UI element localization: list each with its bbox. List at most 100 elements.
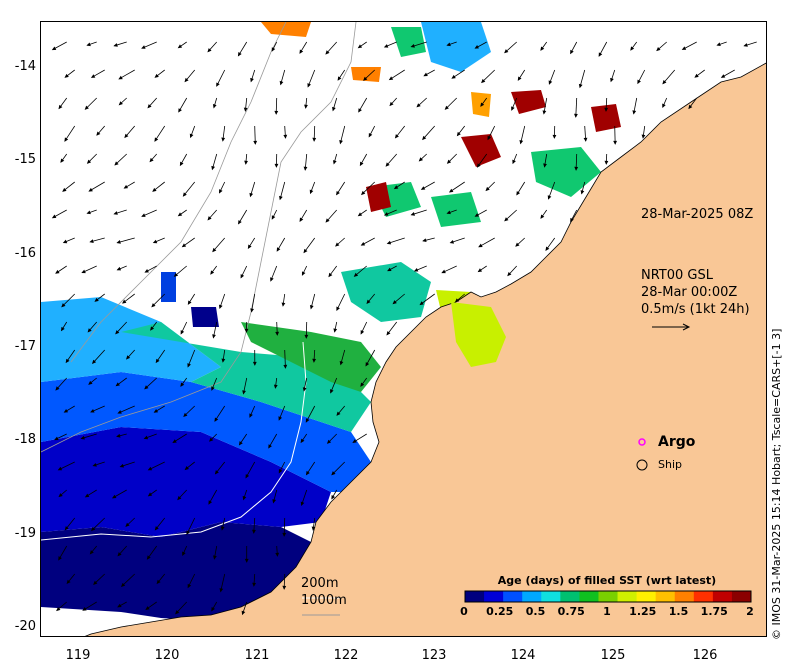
current-vector-head xyxy=(91,359,97,365)
current-vector-head xyxy=(282,585,287,590)
current-vector-head xyxy=(211,386,215,391)
current-vector-head xyxy=(540,214,545,219)
current-vector-head xyxy=(63,408,69,413)
current-vector-head xyxy=(86,159,92,164)
current-vector-head xyxy=(154,137,159,142)
sst-field xyxy=(41,22,621,622)
current-vector-head xyxy=(182,551,186,556)
current-vector-head xyxy=(413,268,419,272)
current-vector-head xyxy=(184,466,189,471)
current-vector-head xyxy=(55,386,60,391)
current-vector-head xyxy=(116,266,122,271)
current-vector-head xyxy=(209,437,214,442)
current-vector-head xyxy=(177,212,183,217)
current-vector-head xyxy=(94,297,99,302)
y-tick-label: -17 xyxy=(14,339,36,354)
current-vector-head xyxy=(328,272,333,278)
current-vector-head xyxy=(570,49,574,55)
current-vector-head xyxy=(574,113,578,118)
current-vector-head xyxy=(271,215,276,220)
current-vector-head xyxy=(477,268,483,273)
current-vector-head xyxy=(365,362,370,367)
current-vector-head xyxy=(244,160,248,165)
current-vector-head xyxy=(368,132,373,138)
current-vector-head xyxy=(299,217,304,222)
current-vector-head xyxy=(120,582,126,588)
isobath-1000m-label: 1000m xyxy=(301,593,347,608)
current-vector-head xyxy=(279,195,283,201)
current-vector-head xyxy=(147,492,153,497)
current-vector-head xyxy=(303,166,308,171)
current-vector-head xyxy=(548,80,553,85)
current-vector-head xyxy=(303,248,308,254)
map-plot-area[interactable] xyxy=(40,21,767,637)
current-vector-head xyxy=(249,192,254,198)
current-vector-head xyxy=(512,159,516,165)
current-vector-head xyxy=(423,72,428,77)
current-vector-head xyxy=(410,212,415,216)
current-vector-head xyxy=(91,526,96,532)
current-vector-head xyxy=(113,211,118,215)
current-vector-head xyxy=(250,77,254,83)
current-vector-head xyxy=(360,241,366,246)
current-vector-head xyxy=(62,187,67,192)
current-vector-head xyxy=(247,244,252,249)
current-vector-head xyxy=(116,433,121,438)
colorbar-tick-label: 1.75 xyxy=(700,605,728,618)
current-vector-head xyxy=(387,267,392,272)
sst-darkred-3 xyxy=(366,182,391,212)
current-vector-head xyxy=(214,417,219,422)
current-vector-head xyxy=(89,550,94,555)
y-tick-label: -14 xyxy=(14,59,36,74)
current-vector-head xyxy=(386,240,392,245)
current-vector-head xyxy=(116,240,121,244)
current-vector-head xyxy=(485,186,490,192)
current-vector-head xyxy=(361,190,366,196)
current-vector-head xyxy=(214,470,219,475)
current-vector-head xyxy=(92,462,97,467)
current-vector-head xyxy=(307,83,311,88)
current-vector-head xyxy=(281,302,286,307)
current-vector-head xyxy=(141,45,146,49)
current-vector-head xyxy=(386,331,391,336)
current-vector-head xyxy=(118,75,123,80)
current-vector-head xyxy=(147,466,153,471)
sst-teal-patch-north xyxy=(341,262,431,322)
current-vector-head xyxy=(252,361,257,366)
current-vector-head xyxy=(681,46,687,50)
current-vector-head xyxy=(66,579,71,585)
colorbar-segment xyxy=(541,591,561,602)
current-vector-head xyxy=(312,358,317,363)
colorbar-segment xyxy=(674,591,695,602)
current-vector-head xyxy=(270,277,274,282)
current-vector-head xyxy=(504,217,509,222)
current-vector-head xyxy=(487,135,492,141)
current-vector-head xyxy=(454,298,460,303)
current-vector-head xyxy=(150,326,155,331)
current-vector-head xyxy=(64,137,69,142)
current-vector-head xyxy=(276,247,281,252)
current-vector-head xyxy=(115,382,120,387)
current-vector-head xyxy=(578,83,583,89)
x-tick-label: 120 xyxy=(154,648,180,663)
current-vector-head xyxy=(304,334,309,339)
current-vector-head xyxy=(278,416,283,421)
colorbar-segment xyxy=(712,591,733,602)
current-vector-head xyxy=(283,134,288,139)
current-vector-head xyxy=(511,106,515,111)
current-vector-head xyxy=(144,385,149,390)
colorbar-tick-label: 1.5 xyxy=(668,605,689,618)
current-vector-head xyxy=(86,210,91,215)
current-vector-head xyxy=(51,214,57,219)
current-vector-head xyxy=(122,299,127,304)
current-vector-head xyxy=(84,493,90,498)
current-vector-head xyxy=(305,418,310,423)
sst-green-north xyxy=(391,27,426,57)
current-vector-head xyxy=(242,495,247,501)
current-vector-head xyxy=(385,162,390,167)
current-vector-head xyxy=(241,610,246,616)
current-vector-head xyxy=(250,308,254,313)
current-vector-head xyxy=(504,49,509,54)
current-vector-head xyxy=(126,355,131,360)
sst-lime-patch-coast xyxy=(451,302,506,367)
